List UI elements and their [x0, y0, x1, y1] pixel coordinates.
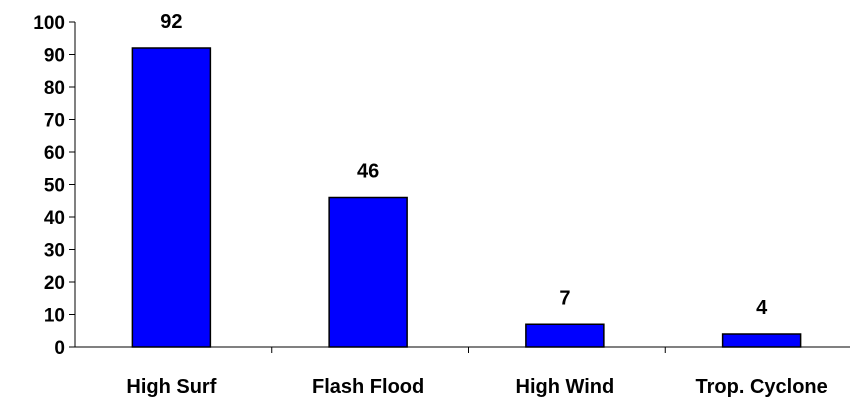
- bar: [721, 333, 802, 348]
- bar: [131, 47, 212, 348]
- x-category-label: High Surf: [126, 376, 216, 398]
- data-label: 92: [160, 11, 182, 33]
- y-tick-label: 40: [44, 208, 65, 229]
- data-label: 46: [357, 161, 379, 183]
- bar: [525, 323, 605, 348]
- y-tick-label: 10: [44, 306, 65, 327]
- x-category-label: Flash Flood: [312, 376, 424, 398]
- x-category-label: High Wind: [516, 376, 615, 398]
- y-tick-label: 70: [44, 111, 65, 132]
- bar: [328, 196, 408, 348]
- data-label: 4: [756, 297, 768, 319]
- y-tick-label: 60: [44, 143, 65, 164]
- data-label: 7: [559, 287, 570, 309]
- y-tick-label: 100: [33, 13, 65, 34]
- x-category-label: Trop. Cyclone: [696, 376, 828, 398]
- y-tick-label: 20: [44, 273, 65, 294]
- y-tick-label: 0: [54, 338, 65, 359]
- data-labels-group: 92 46 7 4: [160, 11, 768, 319]
- y-tick-label: 50: [44, 176, 65, 197]
- y-tick-label: 90: [44, 46, 65, 67]
- y-tick-label: 30: [44, 241, 65, 262]
- y-tick-label: 80: [44, 78, 65, 99]
- bars-group: [131, 47, 802, 348]
- y-axis-ticks: 0 10 20 30 40 50 60 70 80 90 100: [33, 13, 666, 359]
- x-axis-labels: High Surf Flash Flood High Wind Trop. Cyclo…: [126, 376, 827, 398]
